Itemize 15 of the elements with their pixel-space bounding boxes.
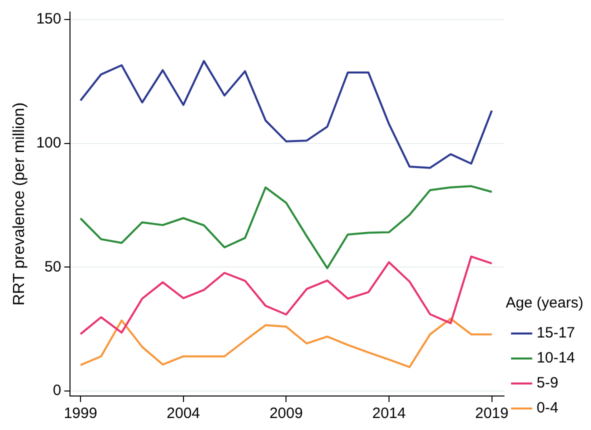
x-tick-label: 2004 xyxy=(166,405,200,422)
legend-label: 0-4 xyxy=(536,400,558,417)
legend-label: 10-14 xyxy=(536,350,576,367)
legend-label: 15-17 xyxy=(536,324,576,342)
x-tick-label: 1999 xyxy=(64,405,98,422)
legend-label: 5-9 xyxy=(536,374,558,392)
x-tick-label: 2014 xyxy=(372,405,406,422)
y-tick-label: 0 xyxy=(52,382,62,400)
x-tick-label: 2009 xyxy=(269,405,303,422)
y-axis-title: RRT prevalence (per million) xyxy=(11,102,28,306)
y-tick-label: 150 xyxy=(36,10,62,28)
y-tick-label: 50 xyxy=(44,258,62,276)
x-tick-label: 2019 xyxy=(475,405,508,422)
legend-title: Age (years) xyxy=(506,294,584,312)
y-tick-label: 100 xyxy=(36,134,62,152)
